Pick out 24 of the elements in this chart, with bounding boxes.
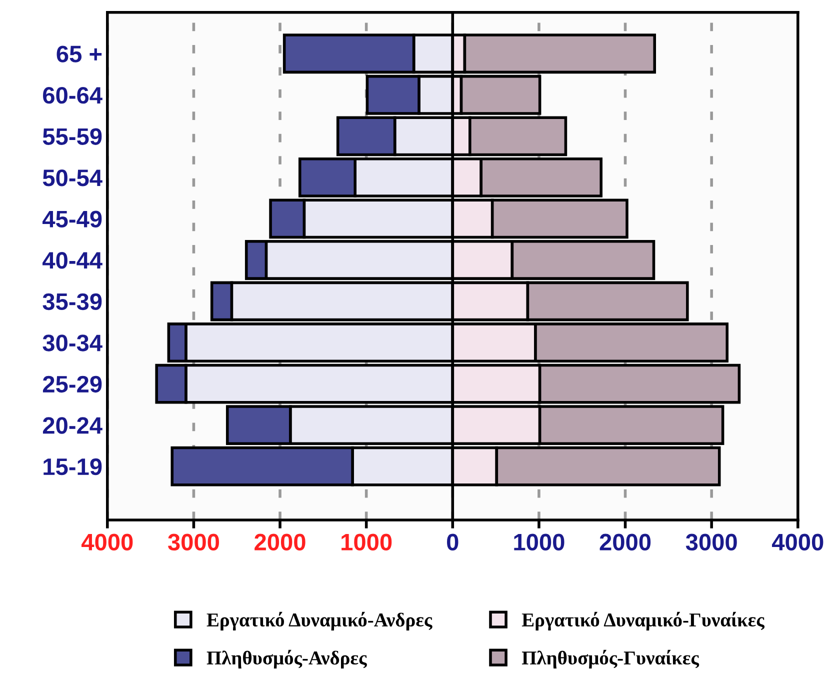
legend-label: Εργατικό Δυναμικό-Γυναίκες	[522, 612, 765, 630]
y-tick-label: 50-54	[42, 170, 102, 186]
y-tick-label: 45-49	[42, 210, 102, 228]
x-tick-label: 2000	[254, 534, 306, 551]
y-tick-label: 55-59	[42, 128, 102, 145]
y-tick-label: 40-44	[42, 252, 102, 269]
y-tick-label: 35-39	[42, 293, 102, 310]
x-tick-label: 3000	[686, 534, 737, 551]
legend-label: Πληθυσμός-Ανδρες	[206, 650, 367, 668]
y-tick-label: 65 +	[56, 46, 102, 62]
x-tick-label: 4000	[81, 534, 133, 551]
x-tick-label: 1000	[342, 534, 392, 551]
y-tick-label: 20-24	[42, 417, 102, 434]
y-tick-label: 60-64	[43, 86, 102, 104]
x-tick-label: 4000	[772, 534, 824, 551]
legend-label: Πληθυσμός-Γυναίκες	[522, 650, 700, 668]
y-tick-label: 30-34	[42, 334, 102, 352]
y-tick-label: 15-19	[44, 458, 102, 476]
x-tick-label: 0	[447, 534, 458, 551]
x-tick-label: 1000	[514, 534, 564, 551]
legend-label: Εργατικό Δυναμικό-Ανδρες	[206, 612, 432, 630]
x-tick-label: 3000	[168, 534, 219, 551]
y-tick-label: 25-29	[42, 376, 102, 393]
x-tick-label: 2000	[600, 534, 651, 551]
